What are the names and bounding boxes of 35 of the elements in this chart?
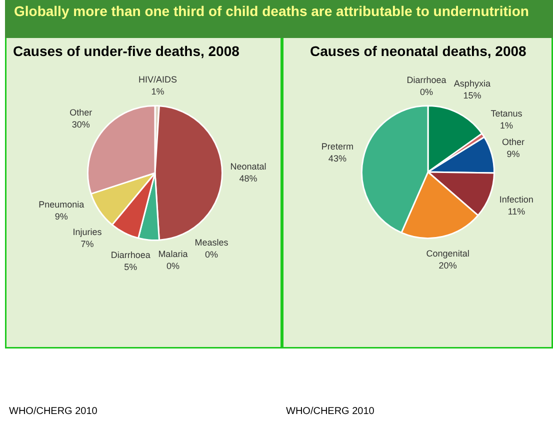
text: Globally more than one third of child deaths are attributable to undernutrition	[14, 3, 530, 19]
data-label: 9%	[506, 148, 520, 159]
data-label: 5%	[124, 262, 138, 272]
slice-label: Other	[502, 136, 525, 147]
category-label: Diarrhoea	[406, 74, 446, 85]
data-label: 1%	[151, 86, 164, 97]
data-label: 30%	[72, 120, 90, 130]
slice-label: Preterm	[321, 141, 354, 152]
data-label: 11%	[508, 206, 526, 216]
slice-label: Asphyxia	[454, 78, 490, 88]
chart-title: Causes of neonatal deaths, 2008	[310, 43, 527, 59]
slice-label: Other	[70, 108, 92, 118]
data-label: 20%	[438, 260, 457, 270]
text: 0%	[166, 261, 180, 272]
data-label: 43%	[328, 153, 346, 164]
data-label: 1%	[500, 120, 513, 130]
slice-label: Infection	[499, 194, 534, 204]
slice-label: HIV/AIDS	[138, 74, 177, 85]
category-label: Measles	[194, 238, 228, 248]
slice-label: Pneumonia	[38, 200, 84, 210]
data-label: 7%	[80, 238, 94, 249]
text: WHO/CHERG 2010	[286, 406, 374, 417]
slice-label: Injuries	[72, 226, 102, 237]
category-label: Malaria	[158, 249, 188, 260]
text: 0%	[205, 250, 218, 260]
chart-title: Causes of under-five deaths, 2008	[13, 43, 240, 59]
slice-label: Tetanus	[490, 108, 523, 118]
data-label: 15%	[463, 90, 482, 100]
slice-label: Neonatal	[230, 161, 266, 172]
text: WHO/CHERG 2010	[9, 406, 98, 417]
text: 0%	[420, 86, 434, 97]
data-label: 9%	[54, 212, 68, 222]
slice-label: Congenital	[426, 248, 470, 258]
slice-label: Diarrhoea	[110, 250, 150, 260]
data-label: 48%	[239, 173, 258, 184]
